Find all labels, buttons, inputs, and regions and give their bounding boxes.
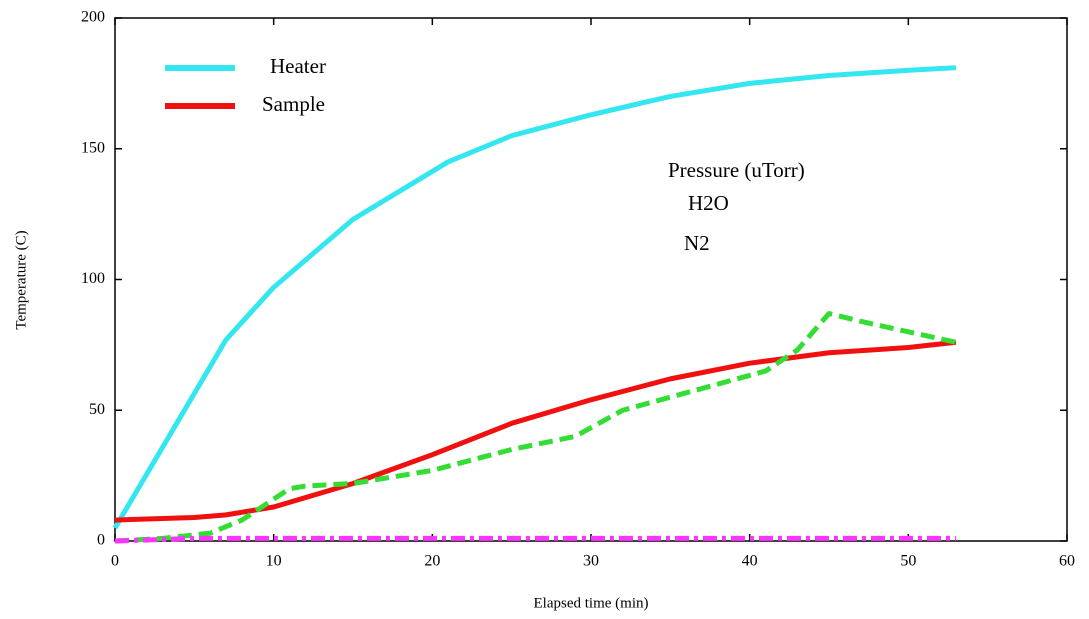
y-tick-label: 100 <box>81 270 105 287</box>
series-line <box>114 535 956 544</box>
series-line <box>114 339 957 523</box>
y-axis-label: Temperature (C) <box>13 230 29 329</box>
x-tick-label: 10 <box>266 553 282 570</box>
x-tick-label: 50 <box>900 553 916 570</box>
series-line <box>112 65 957 530</box>
y-tick-label: 200 <box>81 9 105 26</box>
y-tick-label: 150 <box>81 139 105 156</box>
x-tick-label: 20 <box>424 553 440 570</box>
x-tick-label: 30 <box>583 553 599 570</box>
legend-label: Heater <box>270 54 326 78</box>
legend-label: Sample <box>262 92 325 116</box>
annotation: Pressure (uTorr) <box>668 158 805 182</box>
x-tick-label: 0 <box>111 553 119 570</box>
x-tick-label: 60 <box>1059 553 1075 570</box>
legend-label: H2O <box>688 191 729 215</box>
plot-frame <box>114 17 1068 542</box>
y-tick-label: 50 <box>89 401 105 418</box>
series-line <box>114 310 957 544</box>
x-axis-label: Elapsed time (min) <box>534 595 649 611</box>
legend-label: N2 <box>684 231 710 255</box>
x-tick-label: 40 <box>742 553 758 570</box>
y-tick-label: 0 <box>97 532 105 549</box>
